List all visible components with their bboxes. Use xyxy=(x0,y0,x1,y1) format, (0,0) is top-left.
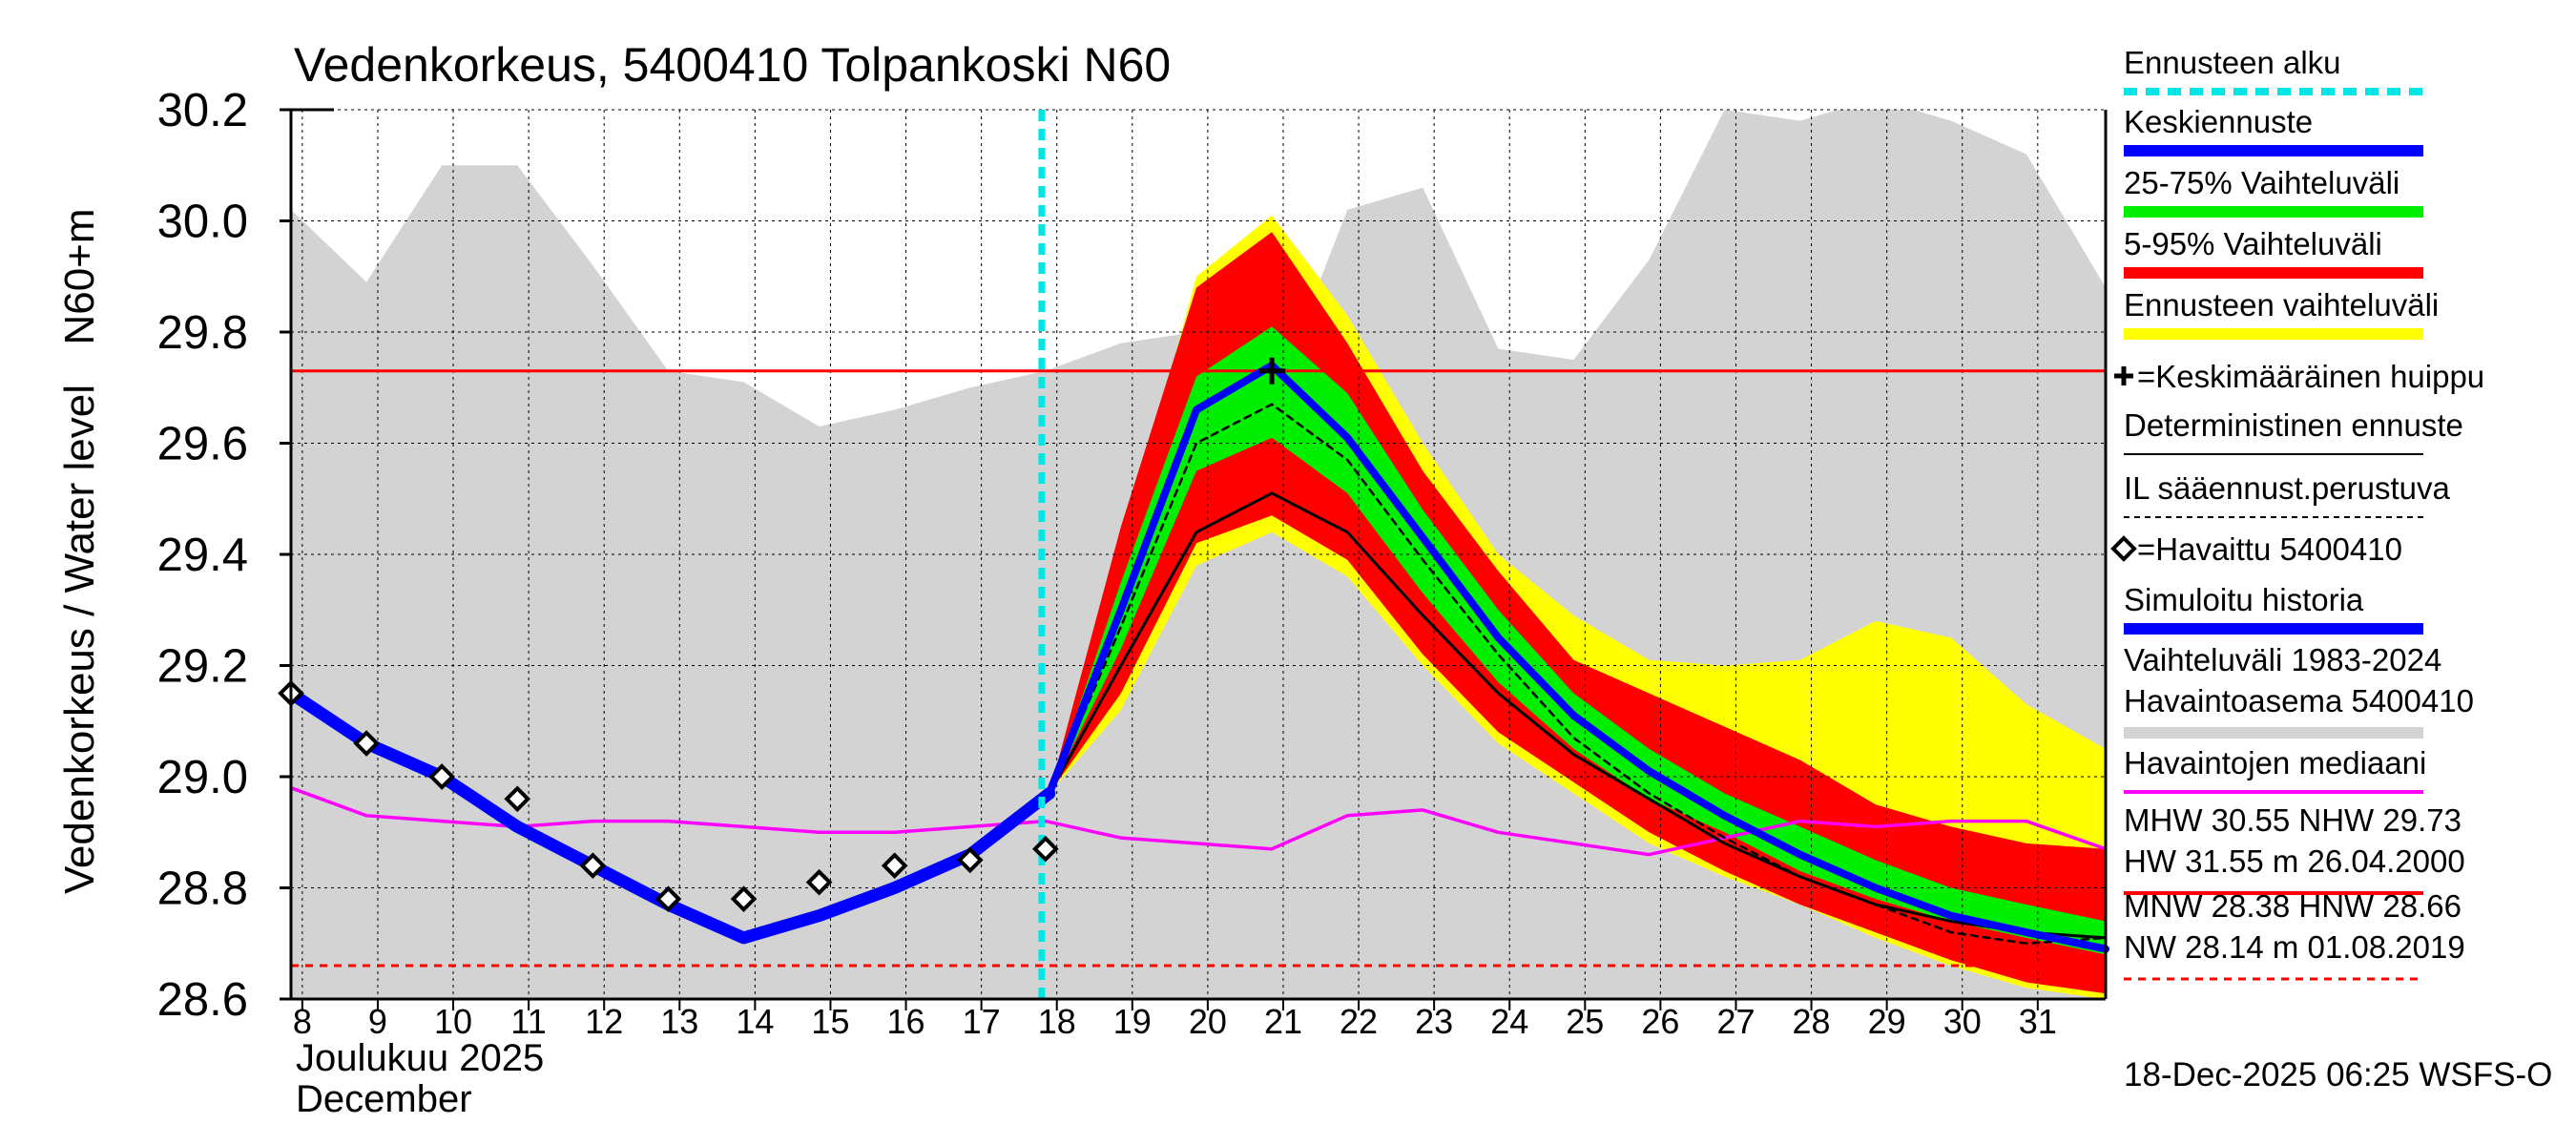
x-tick-label: 16 xyxy=(887,1002,925,1041)
x-tick-label: 26 xyxy=(1641,1002,1679,1041)
legend-label-secondary: NW 28.14 m 01.08.2019 xyxy=(2124,929,2465,965)
legend: Ennusteen alku Keskiennuste 25-75% Vaihtel… xyxy=(2110,45,2484,981)
legend-label: =Havaittu 5400410 xyxy=(2137,531,2402,567)
x-tick-label: 24 xyxy=(1490,1002,1528,1041)
observed-point xyxy=(504,785,531,813)
x-tick-label: 29 xyxy=(1868,1002,1906,1041)
x-tick-label: 13 xyxy=(660,1002,698,1041)
x-tick-label: 21 xyxy=(1264,1002,1302,1041)
x-tick-label: 31 xyxy=(2019,1002,2057,1041)
observed-point xyxy=(353,730,380,757)
y-tick-label: 29.2 xyxy=(157,641,248,693)
x-tick-label: 20 xyxy=(1189,1002,1227,1041)
il-weather-forecast-line xyxy=(1048,403,2108,946)
x-tick-label: 19 xyxy=(1113,1002,1152,1041)
legend-label: Vaihteluväli 1983-2024 xyxy=(2124,642,2441,677)
x-tick-label: 9 xyxy=(368,1002,387,1041)
legend-symbol-diamond xyxy=(2110,535,2137,562)
footer-timestamp: 18-Dec-2025 06:25 WSFS-O xyxy=(2124,1056,2552,1093)
legend-symbol-plus xyxy=(2114,366,2133,385)
legend-label: =Keskimääräinen huippu xyxy=(2137,359,2484,394)
legend-label: 5-95% Vaihteluväli xyxy=(2124,226,2382,261)
observed-point xyxy=(579,852,607,880)
plot-area xyxy=(278,108,2109,1001)
deterministic-forecast-line xyxy=(1048,491,2108,940)
observed-point xyxy=(956,846,984,874)
legend-label: Ennusteen vaihteluväli xyxy=(2124,287,2439,323)
chart-title: Vedenkorkeus, 5400410 Tolpankoski N60 xyxy=(294,38,1171,92)
y-tick-label: 30.2 xyxy=(157,85,248,136)
y-axis-label-upper: N60+m xyxy=(56,208,103,344)
legend-label: IL sääennust.perustuva xyxy=(2124,470,2450,506)
y-tick-label: 30.0 xyxy=(157,197,248,248)
x-axis-ticks: 8 9 10 11 12 13 14 15 16 17 18 19 20 21 22 23 24 25 26 27 28… xyxy=(293,999,2057,1041)
observed-point xyxy=(881,852,908,880)
observed-point xyxy=(1032,835,1059,863)
legend-label: 25-75% Vaihteluväli xyxy=(2124,165,2399,200)
y-tick-label: 29.4 xyxy=(157,530,248,581)
x-tick-label: 23 xyxy=(1415,1002,1453,1041)
y-tick-label: 28.8 xyxy=(157,864,248,915)
observed-point xyxy=(805,868,833,896)
x-tick-label: 28 xyxy=(1793,1002,1831,1041)
x-tick-label: 12 xyxy=(585,1002,623,1041)
legend-label-secondary: HW 31.55 m 26.04.2000 xyxy=(2124,843,2465,879)
x-axis-label-finnish: Joulukuu 2025 xyxy=(296,1037,544,1079)
x-tick-label: 14 xyxy=(736,1002,774,1041)
median-line xyxy=(291,785,2106,857)
mean-peak-marker xyxy=(1258,357,1286,385)
legend-label: Keskiennuste xyxy=(2124,104,2313,139)
y-tick-label: 29.0 xyxy=(157,752,248,803)
legend-label: MNW 28.38 HNW 28.66 xyxy=(2124,888,2462,924)
legend-label: Ennusteen alku xyxy=(2124,45,2341,80)
legend-label: Simuloitu historia xyxy=(2124,582,2364,617)
observed-point xyxy=(730,885,758,912)
x-tick-label: 17 xyxy=(963,1002,1001,1041)
x-tick-label: 11 xyxy=(510,1002,546,1041)
legend-label: Deterministinen ennuste xyxy=(2124,407,2463,443)
legend-label: Havaintojen mediaani xyxy=(2124,745,2426,781)
y-tick-label: 28.6 xyxy=(157,974,248,1026)
observed-point xyxy=(654,885,682,912)
x-tick-label: 8 xyxy=(293,1002,312,1041)
x-tick-label: 27 xyxy=(1716,1002,1755,1041)
x-tick-label: 10 xyxy=(434,1002,472,1041)
x-tick-label: 15 xyxy=(811,1002,849,1041)
y-tick-label: 29.6 xyxy=(157,419,248,470)
legend-label: MHW 30.55 NHW 29.73 xyxy=(2124,802,2462,838)
y-tick-label: 29.8 xyxy=(157,307,248,359)
y-axis-ticks: 28.6 28.8 29.0 29.2 29.4 29.6 29.8 30.0 30.2 xyxy=(157,85,291,1026)
x-tick-label: 22 xyxy=(1340,1002,1378,1041)
x-axis-label-english: December xyxy=(296,1078,472,1120)
y-axis-label-lower: Vedenkorkeus / Water level xyxy=(56,385,103,894)
x-tick-label: 18 xyxy=(1038,1002,1076,1041)
x-tick-label: 25 xyxy=(1566,1002,1604,1041)
observed-point xyxy=(428,763,455,790)
mean-forecast-line xyxy=(1045,362,2109,953)
x-tick-label: 30 xyxy=(1943,1002,1982,1041)
legend-label-secondary: Havaintoasema 5400410 xyxy=(2124,683,2474,718)
